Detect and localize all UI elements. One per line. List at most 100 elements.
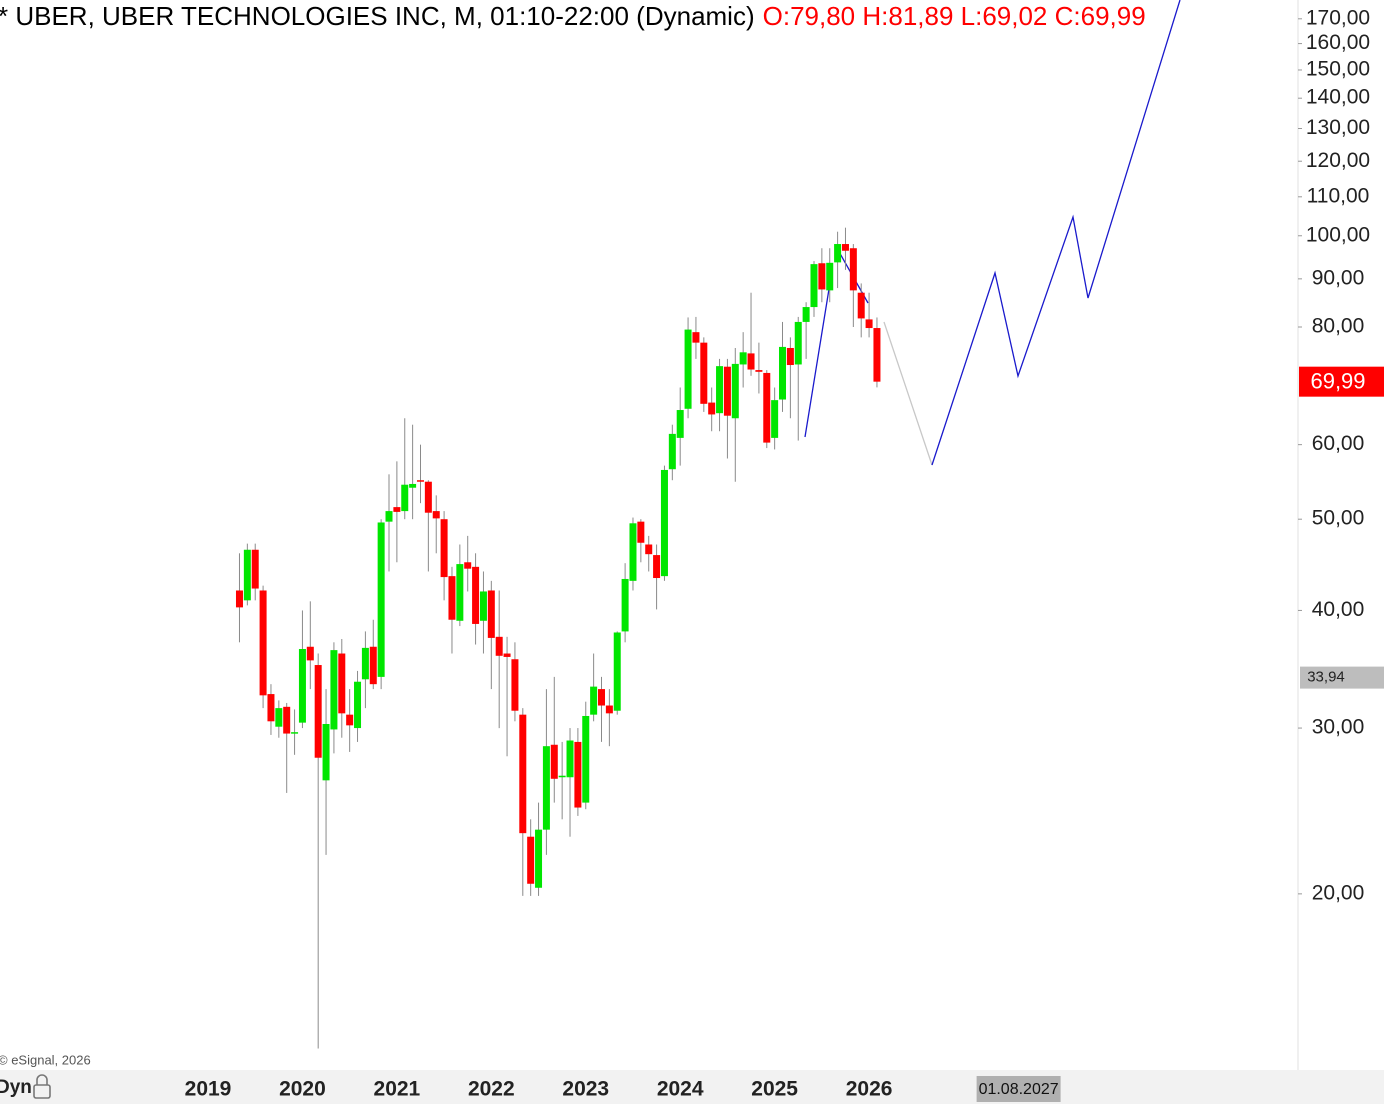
last-price-label: 69,99 [1310,368,1365,393]
candle-body [354,681,362,729]
candle-body [613,632,621,711]
y-tick-label: 110,00 [1307,184,1370,207]
candle-body [716,366,724,414]
candle-body [432,511,440,519]
candle-body [802,307,810,322]
candle-body [401,484,409,512]
candle-body [314,665,322,758]
candle-body [684,329,692,409]
x-tick-label: 2019 [185,1078,232,1101]
candle-body [692,332,700,343]
candle-body [416,480,424,482]
y-tick-label: 80,00 [1312,315,1365,338]
candle-body [527,836,535,884]
candle-body [779,346,787,400]
candle-body [495,636,503,656]
candle-body [393,507,401,512]
candle-body [723,366,731,416]
candle-body [338,653,346,714]
candle-body [346,714,354,726]
candle-body [747,353,755,370]
y-tick-label: 120,00 [1306,149,1370,172]
candle-body [676,410,684,438]
cursor-date-box [976,1076,1061,1102]
candle-body [456,564,464,621]
x-tick-label: 2024 [657,1078,704,1101]
candle-body [841,244,849,251]
candle-body [235,590,243,608]
candle-body [739,352,747,365]
copyright: © eSignal, 2026 [0,1052,91,1067]
candle-body [243,549,251,601]
candle-body [574,741,582,808]
y-tick-label: 160,00 [1306,31,1370,54]
y-tick-label: 50,00 [1312,507,1365,530]
candle-body [550,744,558,779]
candle-body [385,511,393,522]
x-tick-label: 2023 [562,1078,609,1101]
x-tick-label: 2020 [279,1078,326,1101]
candle-body [668,433,676,470]
candle-body [448,576,456,620]
candle-body [582,715,590,803]
candle-body [653,555,661,579]
candle-body [361,647,369,680]
candle-body [637,521,645,543]
candle-body [558,775,566,778]
y-tick-label: 100,00 [1306,223,1370,246]
y-tick-label: 60,00 [1312,432,1365,455]
candle-body [424,481,432,513]
candle-body [794,321,802,365]
candle-body [503,653,511,657]
candle-body [629,523,637,581]
chart-title: * UBER, UBER TECHNOLOGIES INC, M, 01:10-… [0,1,1146,31]
candle-body [377,522,385,677]
y-tick-label: 90,00 [1312,266,1365,289]
candle-body [472,566,480,624]
y-tick-label: 150,00 [1306,58,1370,81]
y-tick-label: 130,00 [1306,116,1370,139]
candle-body [511,659,519,711]
lock-icon[interactable] [33,1074,51,1099]
y-tick-label: 40,00 [1312,598,1365,621]
title: * UBER, UBER TECHNOLOGIES INC, M, 01:10-… [0,1,755,31]
candle-body [708,402,716,415]
mode-label: Dyn [0,1077,32,1098]
candle-body [605,705,613,714]
candle-body [298,648,306,723]
candle-body [865,319,873,329]
candle-body [873,328,881,382]
projection-line [804,288,830,438]
candle-body [598,689,605,706]
candle-body [763,372,771,443]
y-tick-label: 30,00 [1312,716,1365,739]
candle-body [731,363,739,419]
cursor-date: 01.08.2027 [979,1081,1059,1098]
candle-body [487,590,495,638]
candle-body [621,578,629,632]
level-box [1300,666,1384,689]
candle-body [259,590,267,696]
x-tick-label: 2026 [846,1078,893,1101]
candle-body [283,706,291,734]
candle-body [275,708,283,727]
candle-body [479,591,487,621]
y-tick-label: 170,00 [1306,6,1370,29]
candle-body [535,829,543,888]
candle-body [306,646,314,661]
candle-body [826,262,834,291]
last-price-box [1299,366,1384,397]
candle-body [857,292,865,319]
candle-body [330,650,338,730]
x-tick-label: 2025 [751,1078,798,1101]
candle-body [786,347,794,366]
candle-body [267,694,275,722]
y-tick-label: 20,00 [1312,881,1365,904]
candle-body [700,342,708,404]
candle-body [645,544,653,555]
candle-body [849,248,857,291]
candle-body [810,264,818,308]
candle-body [755,370,763,372]
